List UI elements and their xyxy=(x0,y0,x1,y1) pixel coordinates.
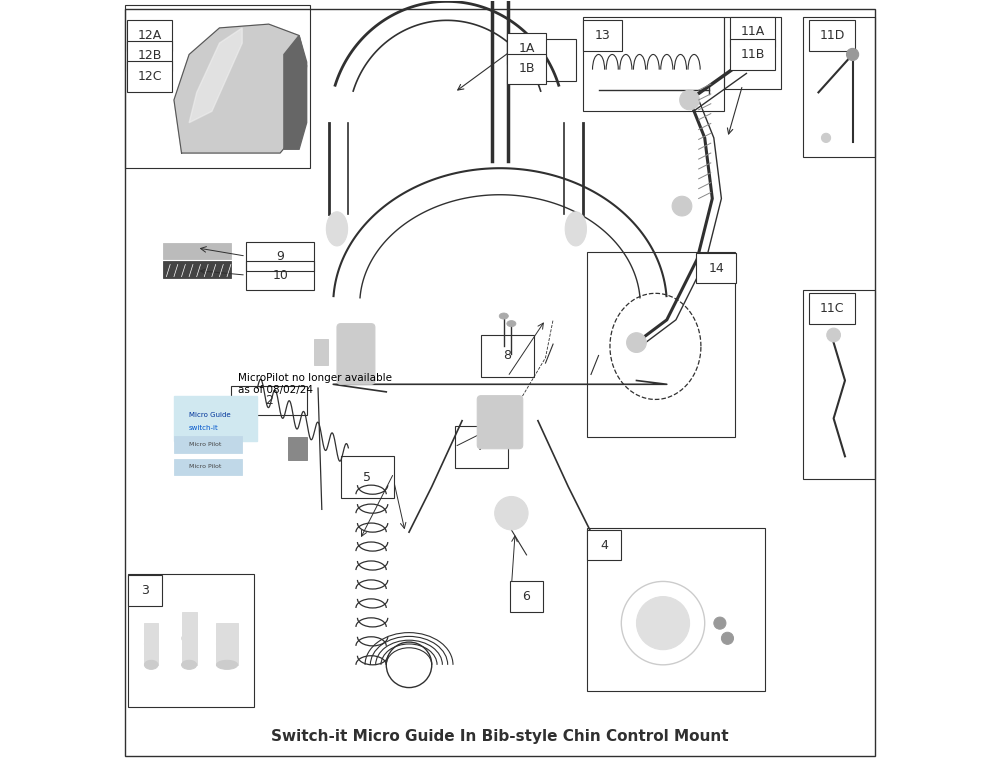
Ellipse shape xyxy=(565,212,586,246)
Circle shape xyxy=(847,49,859,61)
Bar xyxy=(174,459,242,476)
Bar xyxy=(455,426,508,468)
Ellipse shape xyxy=(216,639,238,648)
Bar xyxy=(809,293,855,323)
Text: 7: 7 xyxy=(477,441,485,454)
Bar xyxy=(231,386,307,415)
Ellipse shape xyxy=(144,661,158,670)
Text: 11C: 11C xyxy=(820,302,844,315)
Text: 10: 10 xyxy=(272,269,288,282)
Bar xyxy=(696,253,736,283)
Text: 11B: 11B xyxy=(740,48,765,61)
Bar xyxy=(125,5,310,168)
Ellipse shape xyxy=(182,634,197,643)
Text: switch-it: switch-it xyxy=(189,425,219,431)
Circle shape xyxy=(827,328,840,342)
Polygon shape xyxy=(174,24,307,153)
Circle shape xyxy=(680,90,699,110)
Bar xyxy=(166,400,284,483)
Text: 8: 8 xyxy=(504,349,512,362)
Polygon shape xyxy=(189,28,242,123)
Bar xyxy=(128,575,162,606)
Ellipse shape xyxy=(144,639,158,648)
Text: 4: 4 xyxy=(600,539,608,552)
Circle shape xyxy=(495,496,528,530)
Bar xyxy=(182,612,197,665)
Bar xyxy=(508,40,576,81)
Bar xyxy=(580,355,610,374)
Text: 9: 9 xyxy=(276,250,284,263)
Bar xyxy=(163,243,231,260)
Ellipse shape xyxy=(499,313,508,319)
Circle shape xyxy=(636,597,690,650)
Bar xyxy=(534,344,564,363)
Text: 14: 14 xyxy=(708,262,724,275)
Bar xyxy=(174,436,242,453)
Text: 11A: 11A xyxy=(740,25,765,38)
Bar xyxy=(314,339,328,365)
Text: MicroPilot no longer available
as of 08/02/24: MicroPilot no longer available as of 08/… xyxy=(238,373,392,394)
Text: Switch-it Micro Guide In Bib-style Chin Control Mount: Switch-it Micro Guide In Bib-style Chin … xyxy=(271,730,729,744)
Text: 13: 13 xyxy=(594,29,610,42)
Bar xyxy=(730,17,775,47)
Text: 1B: 1B xyxy=(518,62,535,75)
Bar xyxy=(341,457,394,498)
Text: Micro Guide: Micro Guide xyxy=(189,412,231,418)
Bar xyxy=(144,623,158,665)
Ellipse shape xyxy=(182,661,197,670)
Text: 3: 3 xyxy=(141,584,149,597)
Text: 11D: 11D xyxy=(819,29,845,42)
Ellipse shape xyxy=(507,320,516,326)
Bar xyxy=(507,33,546,64)
Polygon shape xyxy=(284,36,307,149)
Text: 12C: 12C xyxy=(137,70,162,83)
Text: 12A: 12A xyxy=(138,29,162,42)
Bar xyxy=(809,21,855,51)
Bar xyxy=(246,242,314,271)
Circle shape xyxy=(672,196,692,216)
Ellipse shape xyxy=(326,212,348,246)
Bar xyxy=(583,17,724,111)
Bar xyxy=(128,574,254,706)
Circle shape xyxy=(714,617,726,629)
Bar xyxy=(587,530,621,560)
Bar xyxy=(803,17,875,157)
Text: 12B: 12B xyxy=(138,49,162,62)
Circle shape xyxy=(721,632,734,645)
Bar xyxy=(127,21,172,51)
Bar xyxy=(127,41,172,71)
Bar xyxy=(724,17,781,88)
Bar xyxy=(127,62,172,91)
Bar xyxy=(163,262,231,278)
Bar xyxy=(730,40,775,69)
Bar xyxy=(174,396,257,441)
Ellipse shape xyxy=(216,661,238,670)
Bar xyxy=(288,438,307,460)
Text: 5: 5 xyxy=(363,470,371,484)
Circle shape xyxy=(627,333,646,352)
Circle shape xyxy=(821,133,831,142)
Bar xyxy=(587,528,765,692)
Text: Micro Pilot: Micro Pilot xyxy=(189,464,222,470)
Bar xyxy=(587,252,735,438)
Text: Micro Pilot: Micro Pilot xyxy=(189,441,222,447)
Bar xyxy=(507,54,546,84)
Text: 6: 6 xyxy=(523,590,530,603)
Bar xyxy=(510,581,543,612)
FancyBboxPatch shape xyxy=(337,323,375,384)
Text: 2: 2 xyxy=(265,393,273,406)
FancyBboxPatch shape xyxy=(477,396,523,449)
Bar xyxy=(246,261,314,289)
Text: 1A: 1A xyxy=(518,42,535,55)
Bar xyxy=(481,335,534,377)
Bar xyxy=(216,623,238,665)
Bar xyxy=(583,21,622,51)
Bar xyxy=(803,289,875,479)
